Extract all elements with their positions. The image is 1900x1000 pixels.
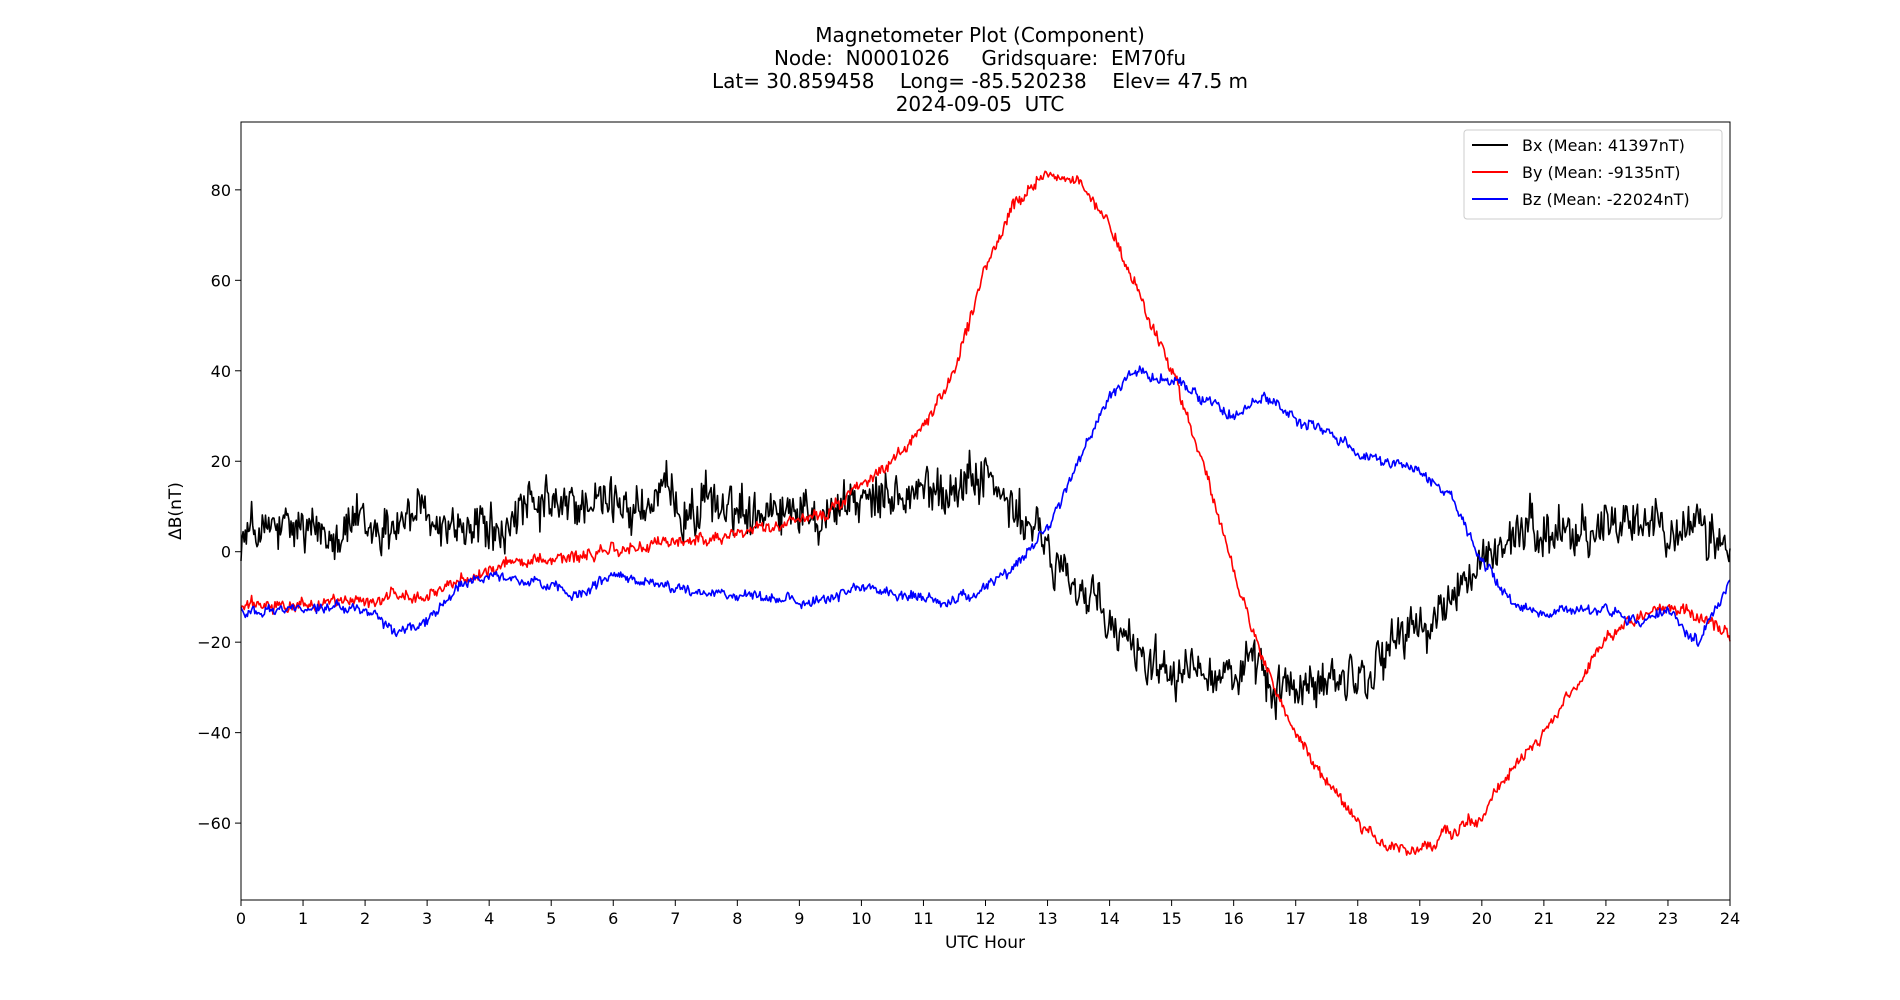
x-tick-label: 10 — [851, 909, 871, 928]
x-tick-label: 13 — [1037, 909, 1057, 928]
chart-title: Magnetometer Plot (Component) Node: N000… — [712, 23, 1248, 116]
x-tick-label: 19 — [1410, 909, 1430, 928]
title-line-4: 2024-09-05 UTC — [896, 92, 1065, 116]
x-tick-label: 8 — [732, 909, 742, 928]
x-tick-label: 20 — [1472, 909, 1492, 928]
x-tick-label: 17 — [1286, 909, 1306, 928]
x-tick-label: 21 — [1534, 909, 1554, 928]
title-line-2: Node: N0001026 Gridsquare: EM70fu — [774, 46, 1186, 70]
y-tick-label: 40 — [211, 362, 231, 381]
title-line-1: Magnetometer Plot (Component) — [815, 23, 1145, 47]
x-tick-label: 5 — [546, 909, 556, 928]
series-line-bz — [240, 365, 1731, 647]
x-tick-label: 6 — [608, 909, 618, 928]
y-tick-label: −60 — [197, 814, 231, 833]
legend-label-bx: Bx (Mean: 41397nT) — [1522, 136, 1685, 155]
x-tick-label: 9 — [794, 909, 804, 928]
x-tick-label: 7 — [670, 909, 680, 928]
y-tick-label: −20 — [197, 633, 231, 652]
plot-area-frame — [240, 121, 1731, 901]
legend-label-bz: Bz (Mean: -22024nT) — [1522, 190, 1690, 209]
series-line-by — [240, 170, 1731, 856]
x-tick-label: 12 — [975, 909, 995, 928]
x-tick-label: 22 — [1596, 909, 1616, 928]
x-tick-label: 14 — [1099, 909, 1119, 928]
series-lines — [240, 170, 1731, 856]
y-tick-label: 80 — [211, 181, 231, 200]
x-tick-label: 18 — [1348, 909, 1368, 928]
x-tick-label: 1 — [298, 909, 308, 928]
x-axis: 0 1 2 3 4 5 6 7 8 9 10 11 12 13 14 15 16 17 18 19 20 21 22 23 24 — [236, 900, 1740, 928]
y-axis: −60 −40 −20 0 20 40 60 80 — [197, 181, 241, 833]
legend-label-by: By (Mean: -9135nT) — [1522, 163, 1681, 182]
x-tick-label: 4 — [484, 909, 494, 928]
y-axis-label: ΔB(nT) — [166, 482, 186, 540]
x-tick-label: 16 — [1223, 909, 1243, 928]
y-tick-label: −40 — [197, 724, 231, 743]
x-tick-label: 3 — [422, 909, 432, 928]
x-axis-label: UTC Hour — [945, 933, 1025, 953]
title-line-3: Lat= 30.859458 Long= -85.520238 Elev= 47… — [712, 69, 1248, 93]
legend: Bx (Mean: 41397nT) By (Mean: -9135nT) Bz… — [1463, 129, 1723, 220]
x-tick-label: 23 — [1658, 909, 1678, 928]
x-tick-label: 0 — [236, 909, 246, 928]
y-tick-label: 0 — [221, 543, 231, 562]
x-tick-label: 24 — [1720, 909, 1740, 928]
x-tick-label: 11 — [913, 909, 933, 928]
y-tick-label: 20 — [211, 452, 231, 471]
x-tick-label: 2 — [360, 909, 370, 928]
y-tick-label: 60 — [211, 271, 231, 290]
legend-box — [1463, 129, 1723, 220]
x-tick-label: 15 — [1161, 909, 1181, 928]
